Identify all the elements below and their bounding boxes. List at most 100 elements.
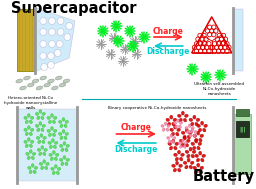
Ellipse shape [169, 146, 173, 150]
Ellipse shape [24, 116, 27, 119]
Ellipse shape [193, 134, 196, 137]
Ellipse shape [20, 86, 26, 90]
Ellipse shape [54, 116, 57, 119]
Ellipse shape [181, 153, 184, 156]
Ellipse shape [185, 143, 189, 147]
Ellipse shape [191, 154, 194, 158]
Ellipse shape [63, 142, 66, 145]
Circle shape [40, 53, 47, 60]
Ellipse shape [52, 120, 56, 124]
Ellipse shape [40, 76, 47, 80]
Ellipse shape [48, 141, 51, 144]
Ellipse shape [41, 146, 44, 149]
Ellipse shape [54, 165, 57, 168]
Ellipse shape [60, 124, 63, 128]
Ellipse shape [189, 165, 193, 169]
Ellipse shape [185, 114, 188, 117]
Ellipse shape [175, 157, 178, 161]
Ellipse shape [172, 139, 175, 143]
Ellipse shape [183, 161, 187, 164]
Ellipse shape [40, 134, 43, 137]
Bar [17, 9, 34, 71]
Ellipse shape [31, 164, 34, 167]
Ellipse shape [195, 154, 198, 157]
Ellipse shape [193, 146, 196, 150]
Ellipse shape [29, 170, 32, 174]
Ellipse shape [52, 133, 56, 137]
Ellipse shape [33, 170, 36, 174]
Ellipse shape [26, 152, 29, 155]
Ellipse shape [176, 161, 179, 165]
Ellipse shape [187, 158, 190, 162]
Ellipse shape [190, 122, 194, 126]
Ellipse shape [42, 140, 45, 144]
Ellipse shape [197, 124, 200, 127]
Ellipse shape [60, 136, 63, 139]
Ellipse shape [39, 110, 42, 113]
Ellipse shape [185, 128, 188, 132]
Text: Supercapacitor: Supercapacitor [10, 1, 136, 16]
Ellipse shape [59, 83, 66, 87]
Ellipse shape [177, 128, 180, 131]
Ellipse shape [25, 144, 28, 148]
Ellipse shape [173, 137, 176, 139]
Ellipse shape [194, 138, 198, 142]
Ellipse shape [38, 140, 41, 144]
Text: Hetero-oriented Ni-Co
hydroxide nanocrystalline
walls: Hetero-oriented Ni-Co hydroxide nanocrys… [4, 96, 57, 110]
Ellipse shape [59, 120, 62, 123]
Ellipse shape [184, 142, 187, 144]
Ellipse shape [55, 76, 62, 80]
Ellipse shape [65, 148, 68, 152]
Ellipse shape [47, 129, 50, 132]
Ellipse shape [34, 166, 38, 169]
Ellipse shape [39, 152, 42, 156]
Ellipse shape [54, 157, 57, 161]
Ellipse shape [43, 152, 46, 156]
Ellipse shape [61, 162, 64, 166]
Ellipse shape [183, 136, 186, 140]
Ellipse shape [173, 168, 177, 172]
Ellipse shape [190, 130, 193, 133]
Ellipse shape [195, 122, 198, 126]
Text: Ultrathin self-assembled
Ni-Co-hydroxide
nanosheets: Ultrathin self-assembled Ni-Co-hydroxide… [194, 82, 244, 96]
Ellipse shape [183, 135, 186, 139]
Ellipse shape [56, 171, 59, 175]
Ellipse shape [185, 165, 188, 169]
Ellipse shape [36, 86, 43, 90]
Circle shape [49, 40, 55, 47]
Ellipse shape [28, 166, 31, 169]
Circle shape [40, 29, 47, 36]
Circle shape [49, 18, 55, 25]
Text: Charge: Charge [121, 123, 152, 132]
Ellipse shape [54, 145, 56, 149]
Ellipse shape [41, 166, 44, 170]
Ellipse shape [175, 125, 178, 128]
Ellipse shape [39, 122, 42, 125]
Circle shape [57, 18, 64, 25]
Ellipse shape [24, 76, 30, 80]
Ellipse shape [183, 118, 187, 122]
Ellipse shape [167, 125, 170, 127]
Ellipse shape [41, 128, 44, 132]
Ellipse shape [61, 148, 64, 152]
Circle shape [66, 22, 73, 29]
Ellipse shape [63, 156, 66, 159]
Ellipse shape [164, 122, 167, 125]
Ellipse shape [55, 141, 58, 144]
Ellipse shape [187, 135, 190, 139]
Circle shape [64, 33, 71, 40]
Ellipse shape [183, 145, 186, 148]
Ellipse shape [24, 128, 27, 131]
Ellipse shape [187, 154, 190, 158]
Ellipse shape [59, 158, 63, 161]
Ellipse shape [65, 120, 68, 123]
Ellipse shape [178, 125, 181, 128]
Text: |||: ||| [239, 126, 246, 132]
Ellipse shape [35, 124, 39, 127]
Ellipse shape [174, 146, 177, 150]
Ellipse shape [54, 129, 57, 132]
Ellipse shape [191, 127, 194, 129]
Ellipse shape [50, 127, 53, 130]
Ellipse shape [168, 140, 171, 143]
Circle shape [41, 64, 48, 70]
